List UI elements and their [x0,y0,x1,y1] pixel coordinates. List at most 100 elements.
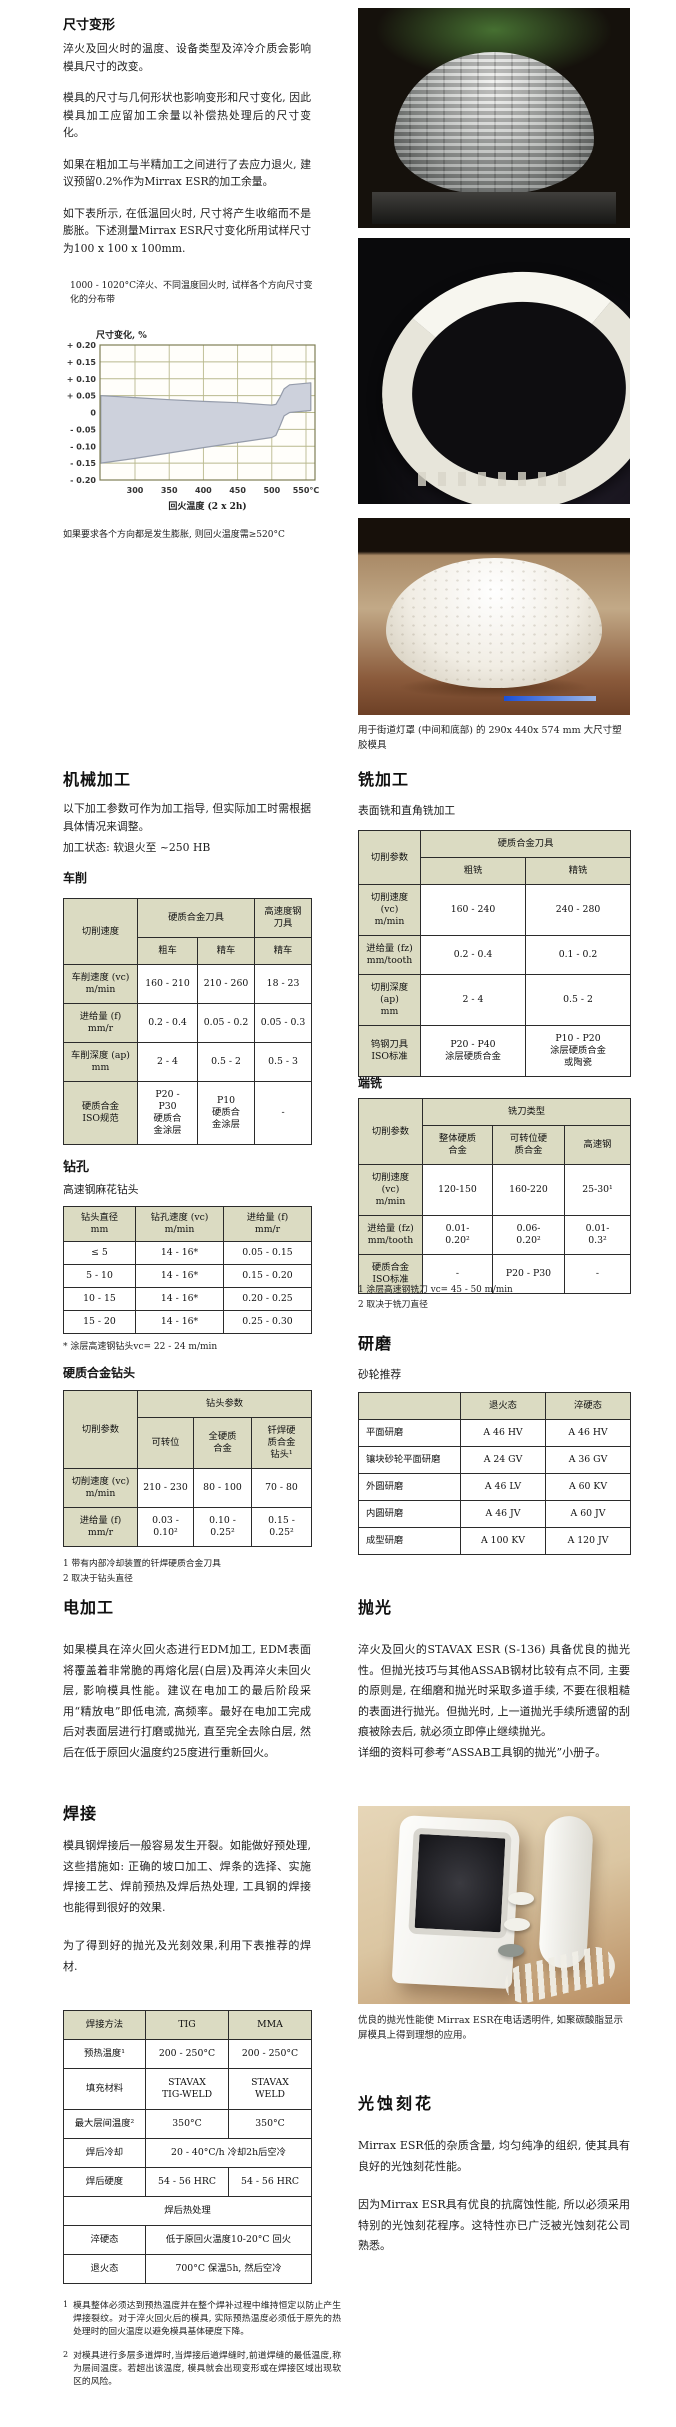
carbide-drill-table: 切削参数 钻头参数 可转位 全硬质 合金 钎焊硬 质合金 钻头¹ 切削速度 (vc) m/… [63,1390,312,1547]
svg-text:0: 0 [90,409,96,418]
dimensional-change-chart: + 0.20 + 0.15 + 0.10 + 0.05 0 - 0.05 - 0.10 - 0… [67,329,320,512]
svg-text:+ 0.10: + 0.10 [67,375,97,384]
phone-button [504,1918,530,1931]
edm-heading: 电加工 [63,1598,115,1617]
section-grinding: 研磨 砂轮推荐 [358,1330,630,1384]
footnote-2: 2 对模具进行多层多道焊时,当焊接后道焊缝时,前道焊缝的最低温度,称为层间温度。… [63,2350,341,2389]
svg-text:+ 0.20: + 0.20 [67,341,97,350]
svg-text:550°C: 550°C [293,486,320,495]
watermark-bar [504,696,596,701]
section-drilling: 钻孔 高速钢麻花钻头 [63,1156,311,1199]
section-edm: 电加工 如果模具在淬火回火态进行EDM加工, EDM表面将覆盖着非常脆的再熔化层… [63,1594,311,1763]
etching-paragraph-1: Mirrax ESR低的杂质含量, 均匀纯净的组织, 使其具有良好的光蚀刻花性能… [358,2139,630,2173]
dim-paragraph-4: 如下表所示, 在低温回火时, 尺寸将产生收缩而不是膨胀。下述测量Mirrax E… [63,206,311,255]
phone-button [508,1892,534,1905]
carbide-footnote-2: 2 取决于钻头直径 [63,1573,133,1584]
footnote-1-text: 模具整体必须达到预热温度并在整个焊补过程中维持恒定以防止产生焊接裂纹。对于淬火回… [73,2301,341,2337]
svg-text:400: 400 [195,486,212,495]
edm-text: 如果模具在淬火回火态进行EDM加工, EDM表面将覆盖着非常脆的再熔化层(白层)… [63,1643,311,1759]
dim-paragraph-1: 淬火及回火时的温度、设备类型及淬冷介质会影响模具尺寸的改变。 [63,42,311,73]
svg-text:300: 300 [127,486,144,495]
footnote-2-text: 对模具进行多层多道焊时,当焊接后道焊缝时,前道焊缝的最低温度,称为层间温度。若超… [73,2351,341,2387]
machining-heading: 机械加工 [63,770,132,789]
dim-paragraph-2: 模具的尺寸与几何形状也影响变形和尺寸变化, 因此模具加工应留加工余量以补偿热处理… [63,91,311,139]
milling-sub: 表面铣和直角铣加工 [358,804,456,817]
dim-change-text: 淬火及回火时的温度、设备类型及淬冷介质会影响模具尺寸的改变。 模具的尺寸与几何形… [63,40,311,257]
svg-text:500: 500 [263,486,280,495]
white-ring-shape [372,260,630,504]
svg-text:- 0.20: - 0.20 [70,476,96,485]
phone-button [498,1944,524,1957]
end-milling-table: 切削参数 铣刀类型 整体硬质 合金 可转位硬 质合金 高速钢 切削速度 (vc) m/mi… [358,1098,631,1294]
end-milling-footnote-2: 2 取决于铣刀直径 [358,1299,428,1310]
svg-text:+ 0.05: + 0.05 [67,392,97,401]
svg-text:350: 350 [161,486,178,495]
section-dimensional-change: 尺寸变形 淬火及回火时的温度、设备类型及淬冷介质会影响模具尺寸的改变。 模具的尺… [63,14,311,271]
svg-text:- 0.05: - 0.05 [70,425,96,434]
end-milling-footnote-1: 1 涂层高速钢铣刀 vc= 45 - 50 m/min [358,1285,513,1295]
carbide-footnote-1: 1 带有内部冷却装置的钎焊硬质合金刀具 [63,1559,221,1569]
white-bowl-shape [386,558,602,688]
phone-mold-photo [358,1806,630,2004]
svg-text:450: 450 [229,486,246,495]
phone-caption: 优良的抛光性能使 Mirrax ESR在电话透明件, 如聚碳酸脂显示屏模具上得到… [358,2015,624,2041]
svg-text:回火温度 (2 x 2h): 回火温度 (2 x 2h) [168,500,246,512]
section-milling: 铣加工 表面铣和直角铣加工 [358,766,630,820]
svg-text:+ 0.15: + 0.15 [67,358,97,367]
svg-text:- 0.10: - 0.10 [70,442,96,451]
mold-base-shape [372,192,616,224]
welding-heading: 焊接 [63,1804,98,1823]
hss-drill-table: 钻头直径 mm 钻孔速度 (vc) m/min 进给量 (f) mm/r ≤ 5 14 … [63,1206,312,1334]
grinding-sub: 砂轮推荐 [358,1368,402,1381]
svg-text:- 0.15: - 0.15 [70,459,96,468]
hss-drill-footnote: * 涂层高速钢钻头vc= 22 - 24 m/min [63,1342,218,1352]
footnote-1: 1 模具整体必须达到预热温度并在整个焊补过程中维持恒定以防止产生焊接裂纹。对于淬… [63,2300,341,2339]
drilling-sub: 高速钢麻花钻头 [63,1183,139,1196]
face-milling-table: 切削参数 硬质合金刀具 粗铣 精铣 切削速度 (vc) m/min 160 - 240 24… [358,830,632,1077]
svg-text:尺寸变化, %: 尺寸变化, % [96,329,147,341]
grinding-heading: 研磨 [358,1334,393,1353]
phone-screen-shape [408,1827,512,1939]
polishing-paragraph-1: 淬火及回火的STAVAX ESR (S-136) 具备优良的抛光性。但抛光技巧与… [358,1643,630,1738]
insert-mold-photo [358,8,630,228]
welding-footnotes: 1 模具整体必须达到预热温度并在整个焊补过程中维持恒定以防止产生焊接裂纹。对于淬… [63,2300,341,2400]
section-welding: 焊接 模具钢焊接后一般容易发生开裂。如能做好预处理, 这些措施如: 正确的坡口加… [63,1800,311,1995]
turning-heading: 车削 [63,871,88,885]
phone-body-shape [391,1814,521,1990]
dim-change-heading: 尺寸变形 [63,18,116,33]
machining-condition: 加工状态: 软退火至 ~250 HB [63,841,211,854]
welding-paragraph-1: 模具钢焊接后一般容易发生开裂。如能做好预处理, 这些措施如: 正确的坡口加工、焊… [63,1839,311,1914]
ring-mold-photo [358,238,630,504]
welding-paragraph-2: 为了得到好的抛光及光刻效果,利用下表推荐的焊材. [63,1939,311,1973]
turning-table: 切削速度 硬质合金刀具 高速度钢 刀具 粗车 精车 精车 车削速度 (vc) m/min 16… [63,898,313,1145]
bowl-dot-texture [386,558,602,688]
end-milling-footnotes: 1 涂层高速钢铣刀 vc= 45 - 50 m/min 2 取决于铣刀直径 [358,1284,630,1313]
carbide-drill-heading: 硬质合金钻头 [63,1366,136,1380]
machining-intro: 以下加工参数可作为加工指导, 但实际加工时需根据具体情况来调整。 [63,802,311,833]
phone-handset-shape [538,1814,594,1970]
polishing-heading: 抛光 [358,1598,393,1617]
etching-paragraph-2: 因为Mirrax ESR具有优良的抗腐蚀性能, 所以必须采用特别的光蚀刻花程序。… [358,2198,630,2252]
metal-dome-shape [394,52,594,194]
etching-heading: 光蚀刻花 [358,2094,435,2113]
milling-heading: 铣加工 [358,770,410,789]
end-milling-heading: 端铣 [358,1076,383,1090]
section-polishing: 抛光 淬火及回火的STAVAX ESR (S-136) 具备优良的抛光性。但抛光… [358,1594,630,1781]
lamp-cover-caption: 用于街道灯罩 (中间和底部) 的 290x 440x 574 mm 大尺寸塑胶模… [358,725,622,751]
dim-paragraph-3: 如果在粗加工与半精加工之间进行了去应力退火, 建议预留0.2%作为Mirrax … [63,157,311,189]
chart-title: 1000 - 1020°C淬火、不同温度回火时, 试样各个方向尺寸变化的分布带 [70,281,313,305]
section-machining: 机械加工 以下加工参数可作为加工指导, 但实际加工时需根据具体情况来调整。 加工… [63,766,311,857]
footnote-2-marker: 2 [63,2350,69,2359]
lamp-cover-photo [358,518,630,715]
polishing-paragraph-2: 详细的资料可参考“ASSAB工具钢的抛光”小册子。 [358,1745,607,1759]
footnote-1-marker: 1 [63,2300,69,2309]
pins-detail [418,472,568,486]
lamella-texture [394,52,594,194]
chart-note: 如果要求各个方向都是发生膨胀, 则回火温度需≥520°C [63,530,285,540]
carbide-drill-footnotes: 1 带有内部冷却装置的钎焊硬质合金刀具 2 取决于钻头直径 [63,1558,323,1587]
drilling-heading: 钻孔 [63,1160,90,1175]
grinding-table: 退火态 淬硬态 平面研磨 A 46 HV A 46 HV 镶块砂轮平面研磨 A 24 GV A… [358,1392,631,1555]
section-etching: 光蚀刻花 Mirrax ESR低的杂质含量, 均匀纯净的组织, 使其具有良好的光… [358,2090,630,2275]
welding-table: 焊接方法 TIG MMA 预热温度¹ 200 - 250°C 200 - 250°C 填充材… [63,2010,312,2284]
